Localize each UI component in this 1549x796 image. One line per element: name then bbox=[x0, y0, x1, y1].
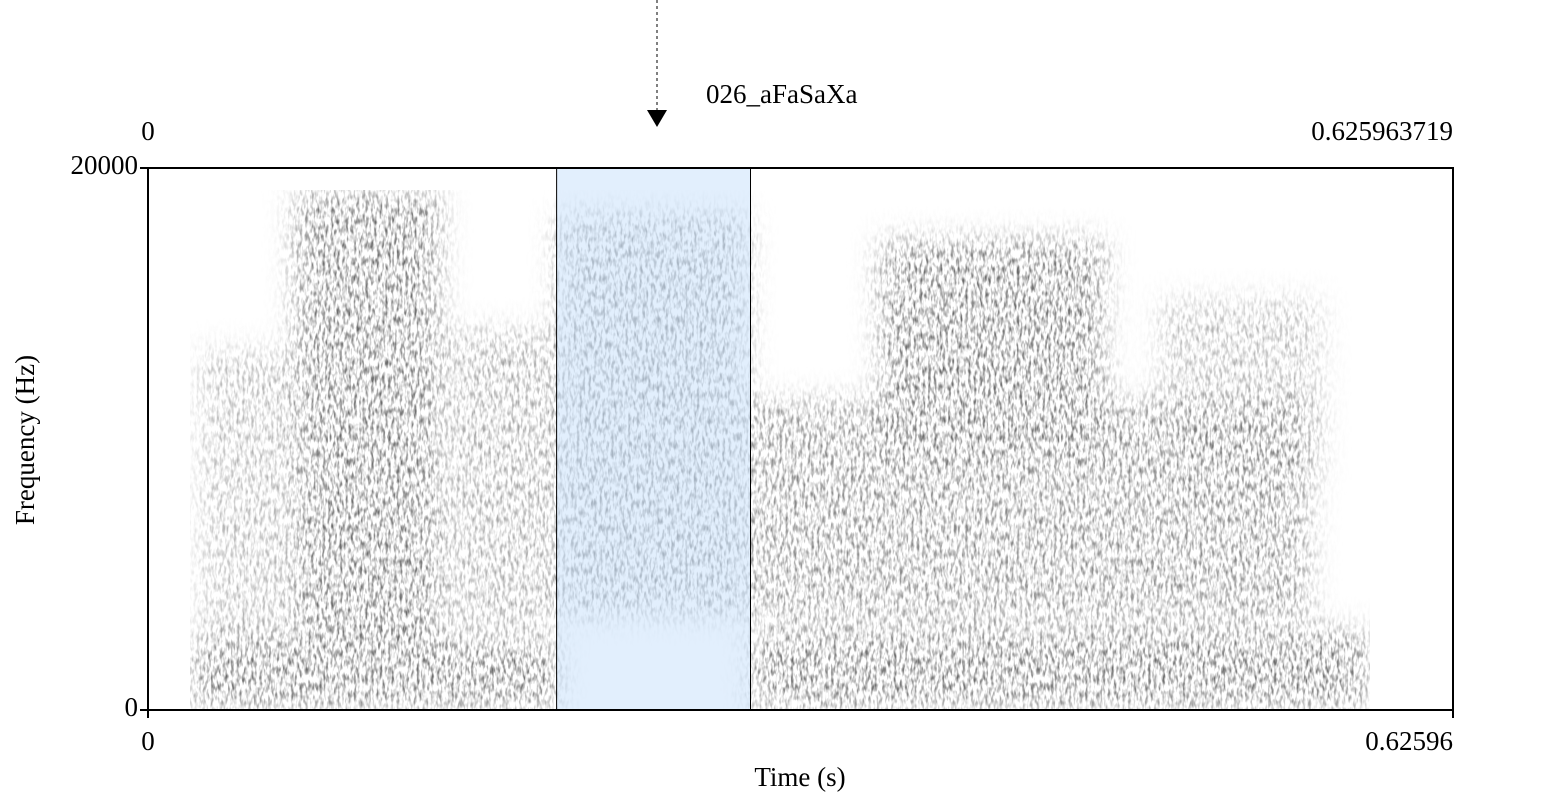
x-tick-label: 0.62596 bbox=[1365, 726, 1453, 756]
y-axis-label: Frequency (Hz) bbox=[10, 355, 40, 525]
y-tick-label: 0 bbox=[125, 692, 139, 722]
x-axis-label: Time (s) bbox=[754, 762, 845, 792]
y-tick-label: 20000 bbox=[71, 150, 139, 180]
chart-title: 026_aFaSaXa bbox=[706, 79, 857, 109]
spectrogram-texture bbox=[190, 190, 1370, 710]
cursor-arrow bbox=[647, 110, 667, 127]
x2-tick-label: 0.625963719 bbox=[1311, 116, 1453, 146]
selection bbox=[556, 167, 752, 711]
x-tick-label: 0 bbox=[141, 726, 155, 756]
x2-tick-label: 0 bbox=[141, 116, 155, 146]
plot-frame bbox=[147, 167, 1454, 711]
